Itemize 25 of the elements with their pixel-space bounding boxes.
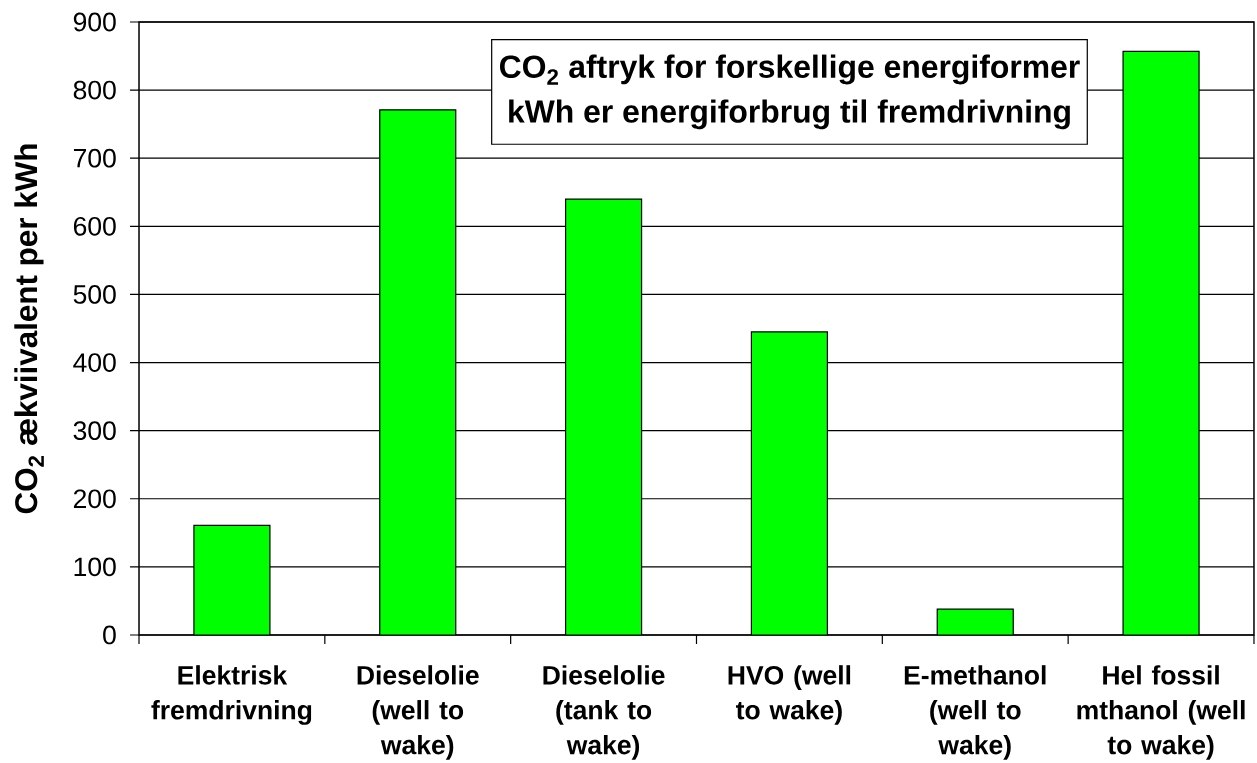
y-tick-label: 200 xyxy=(73,489,116,509)
y-tick-label: 400 xyxy=(73,353,116,372)
x-tick-label: E-methanol (well to wake) xyxy=(904,665,1046,760)
y-tick-label: 500 xyxy=(73,285,116,304)
y-tick-label: 300 xyxy=(73,421,116,441)
bar xyxy=(193,524,271,635)
bar xyxy=(564,198,643,635)
text: kWh er energiforbrug til fremdrivning xyxy=(509,99,1070,130)
x-tick-label: Elektrisk fremdrivning xyxy=(151,665,312,725)
bar xyxy=(379,109,457,635)
y-tick-label: 0 xyxy=(103,625,116,645)
x-tick-label: Dieselolie (well to wake) xyxy=(357,665,479,760)
text: CO$_{2}$ aftryk for forskellige energiformer xyxy=(499,54,1080,85)
y-tick-label: 600 xyxy=(73,216,116,236)
y-tick-label: 900 xyxy=(73,12,116,32)
y-tick-label: 700 xyxy=(73,148,116,168)
bar xyxy=(750,331,829,635)
y-tick-label: 800 xyxy=(73,80,116,100)
y-tick-label: 100 xyxy=(74,557,116,577)
x-tick-label: HVO (well to wake) xyxy=(728,665,851,725)
bar xyxy=(1122,50,1200,635)
bar xyxy=(936,608,1014,635)
y-axis-title: CO$_{2}$ ækviivalent per kWh xyxy=(14,144,44,514)
x-tick-label: Dieselolie (tank to wake) xyxy=(543,665,665,760)
x-tick-label: Hel fossil mthanol (well to wake) xyxy=(1077,665,1245,760)
